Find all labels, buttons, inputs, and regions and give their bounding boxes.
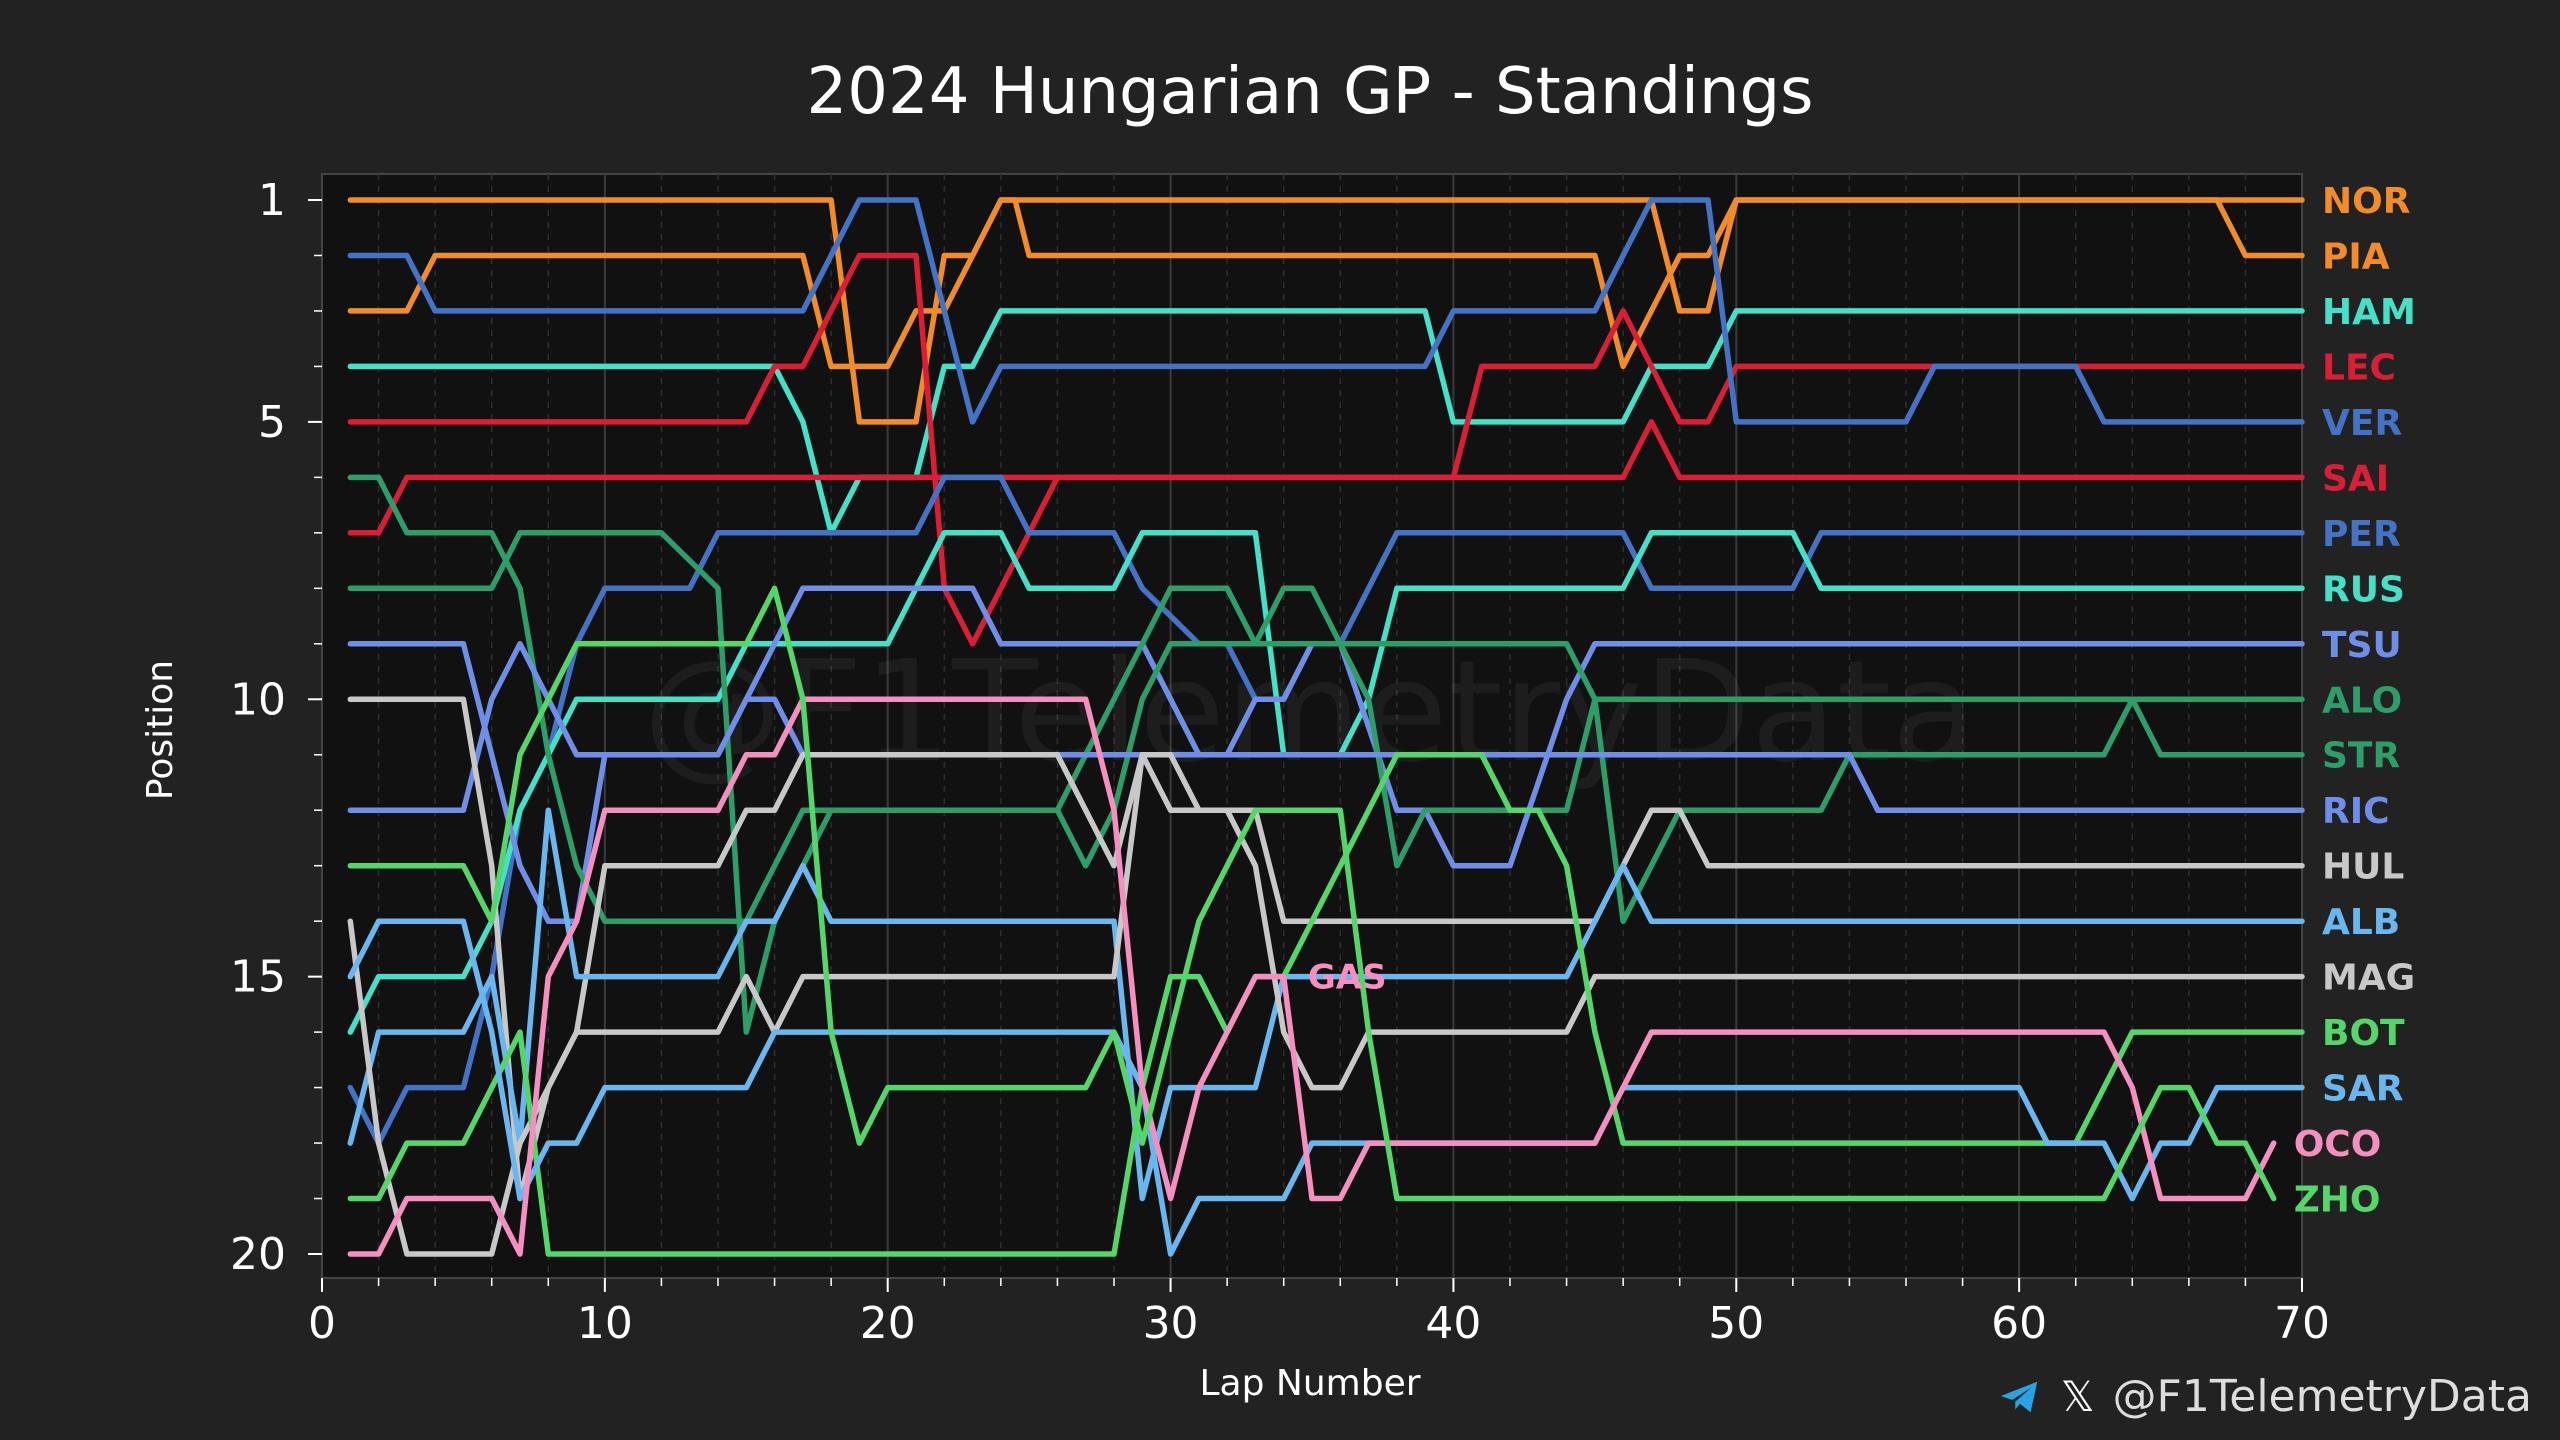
driver-label-rus: RUS [2322,569,2405,610]
driver-label-mag: MAG [2322,958,2415,999]
x-icon[interactable]: 𝕏 [2060,1372,2095,1421]
driver-label-bot: BOT [2322,1013,2405,1054]
series-line-ham [347,308,2305,536]
x-tick-label: 30 [1143,1298,1199,1349]
driver-label-alo: ALO [2322,680,2402,721]
x-tick-label: 40 [1425,1298,1481,1349]
x-tick-label: 70 [2274,1298,2330,1349]
driver-labels: PIA NOR HAM LEC VER SAI PER RUS TSU STR ALO RIC HUL A… [2294,181,2416,1221]
telegram-icon[interactable] [1997,1374,2043,1420]
driver-label-tsu: TSU [2322,625,2402,666]
grid [377,174,2247,1278]
x-axis-label: Lap Number [1199,1363,1420,1404]
series-line-rus [347,530,2305,1035]
series-line-ver [347,197,2305,425]
y-axis-label: Position [140,660,181,800]
y-tick-label: 5 [258,397,286,448]
series-line-oco [347,696,2277,1257]
series-lines [347,197,2305,1257]
driver-label-oco: OCO [2294,1124,2382,1165]
driver-label-pia: PIA [2322,236,2390,277]
driver-label-per: PER [2322,514,2401,555]
driver-label-nor: NOR [2322,181,2410,222]
x-tick-label: 10 [577,1298,633,1349]
driver-label-str: STR [2322,736,2400,777]
footer-handle: @F1TelemetryData [2112,1371,2532,1422]
watermark-text: @F1TelemetryData [643,631,1978,794]
driver-label-sai: SAI [2322,458,2389,499]
x-tick-label: 50 [1708,1298,1764,1349]
x-tick-label: 0 [308,1298,336,1349]
driver-label-ham: HAM [2322,292,2416,333]
y-tick-label: 10 [230,674,286,725]
plot-area [321,173,2303,1279]
x-tick-label: 20 [860,1298,916,1349]
driver-label-lec: LEC [2322,347,2396,388]
driver-label-zho: ZHO [2294,1180,2381,1221]
series-line-nor [347,197,2305,425]
series-line-zho [347,585,2277,1202]
driver-label-alb: ALB [2322,902,2400,943]
y-tick-label: 1 [258,175,286,226]
x-tick-label: 60 [1991,1298,2047,1349]
series-line-str [347,530,2305,1035]
driver-label-ric: RIC [2322,791,2390,832]
driver-label-sar: SAR [2322,1069,2404,1110]
footer-credit: 𝕏 @F1TelemetryData [1997,1371,2532,1422]
chart-title: 2024 Hungarian GP - Standings [807,55,1814,129]
series-line-bot [347,751,2305,1257]
series-line-alb [347,807,2305,1202]
series-line-sai [347,419,2305,536]
driver-label-hul: HUL [2322,847,2404,888]
annotation-label: GAS [1308,958,1387,998]
driver-label-ver: VER [2322,403,2402,444]
y-tick-label: 15 [230,952,286,1003]
y-tick-label: 20 [230,1229,286,1280]
annotations: GAS [1308,958,1387,998]
